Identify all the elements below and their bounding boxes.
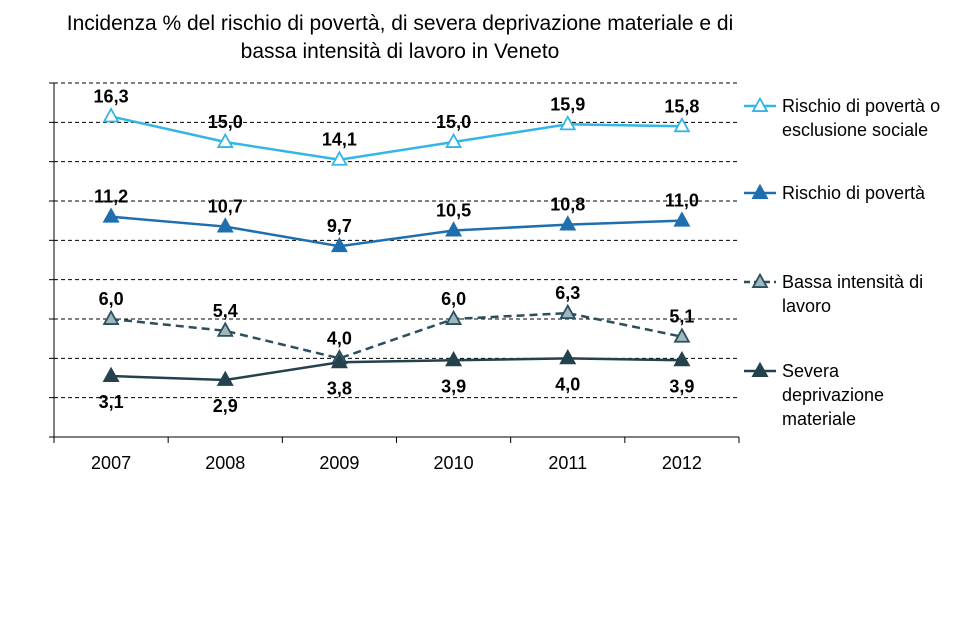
data-point-marker [216, 132, 234, 148]
data-label: 3,9 [669, 376, 694, 396]
data-point-marker [216, 370, 234, 386]
data-label: 15,9 [550, 94, 585, 114]
data-point-marker [330, 352, 348, 369]
data-label: 5,1 [669, 307, 694, 327]
chart-title-line-2: bassa intensità di lavoro in Veneto [240, 40, 560, 63]
legend-label: materiale [782, 409, 856, 429]
data-point-marker [330, 236, 348, 253]
data-point-marker [102, 207, 120, 223]
data-label: 4,0 [555, 374, 580, 394]
data-label: 16,3 [94, 86, 129, 106]
x-tick-label: 2007 [91, 453, 131, 473]
data-label: 6,0 [441, 289, 466, 309]
data-point-marker [330, 150, 348, 166]
data-label: 9,7 [327, 216, 352, 236]
data-point-marker [445, 221, 463, 237]
legend-marker [751, 272, 769, 288]
x-tick-label: 2008 [205, 453, 245, 473]
data-point-marker [445, 351, 463, 367]
data-point-marker [445, 132, 463, 148]
series-line [110, 215, 682, 248]
data-label: 3,9 [441, 376, 466, 396]
legend-label: deprivazione [782, 385, 884, 405]
data-point-marker [673, 327, 691, 343]
data-point-marker [673, 211, 691, 227]
data-label: 5,4 [213, 301, 238, 321]
x-tick-label: 2012 [662, 453, 702, 473]
series-line [110, 311, 683, 360]
data-point-marker [559, 349, 577, 365]
data-label: 11,0 [665, 191, 699, 211]
legend-marker [751, 96, 769, 112]
data-point-marker [673, 351, 691, 367]
data-point-marker [102, 366, 120, 382]
data-point-marker [673, 116, 691, 133]
data-label: 2,9 [213, 396, 238, 416]
data-label: 15,0 [436, 112, 471, 132]
data-point-marker [216, 321, 234, 337]
data-label: 11,2 [94, 187, 128, 207]
data-label: 6,0 [99, 289, 124, 309]
x-tick-label: 2011 [548, 453, 587, 473]
data-label: 10,7 [208, 197, 243, 217]
data-point-marker [559, 115, 577, 131]
chart-title-line-1: Incidenza % del rischio di povertà, di s… [66, 12, 734, 35]
legend-marker [751, 361, 769, 377]
data-point-marker [559, 215, 577, 231]
legend-label: Severa [782, 361, 840, 381]
data-point-marker [216, 217, 234, 233]
data-point-marker [559, 303, 577, 320]
data-point-marker [102, 107, 120, 123]
legend-label: Rischio di povertà [782, 183, 926, 203]
legend-label: esclusione sociale [782, 120, 928, 140]
data-label: 4,0 [327, 328, 352, 348]
data-label: 3,1 [99, 392, 124, 412]
data-label: 6,3 [555, 283, 580, 303]
data-label: 10,5 [436, 201, 471, 221]
legend-label: Rischio di povertà o [782, 96, 940, 116]
data-label: 14,1 [322, 130, 357, 150]
data-label: 15,8 [664, 96, 699, 116]
data-label: 15,0 [208, 112, 243, 132]
data-label: 10,8 [550, 195, 585, 215]
data-point-marker [445, 309, 463, 325]
data-label: 3,8 [327, 378, 352, 398]
x-tick-label: 2009 [319, 453, 359, 473]
legend-label: lavoro [782, 296, 831, 316]
legend-marker [751, 183, 769, 199]
data-point-marker [102, 309, 120, 325]
legend-label: Bassa intensità di [782, 272, 923, 292]
x-tick-label: 2010 [434, 453, 474, 473]
chart-title: Incidenza % del rischio di povertà, di s… [0, 10, 800, 66]
series-line [111, 357, 682, 382]
series-line [110, 115, 682, 161]
